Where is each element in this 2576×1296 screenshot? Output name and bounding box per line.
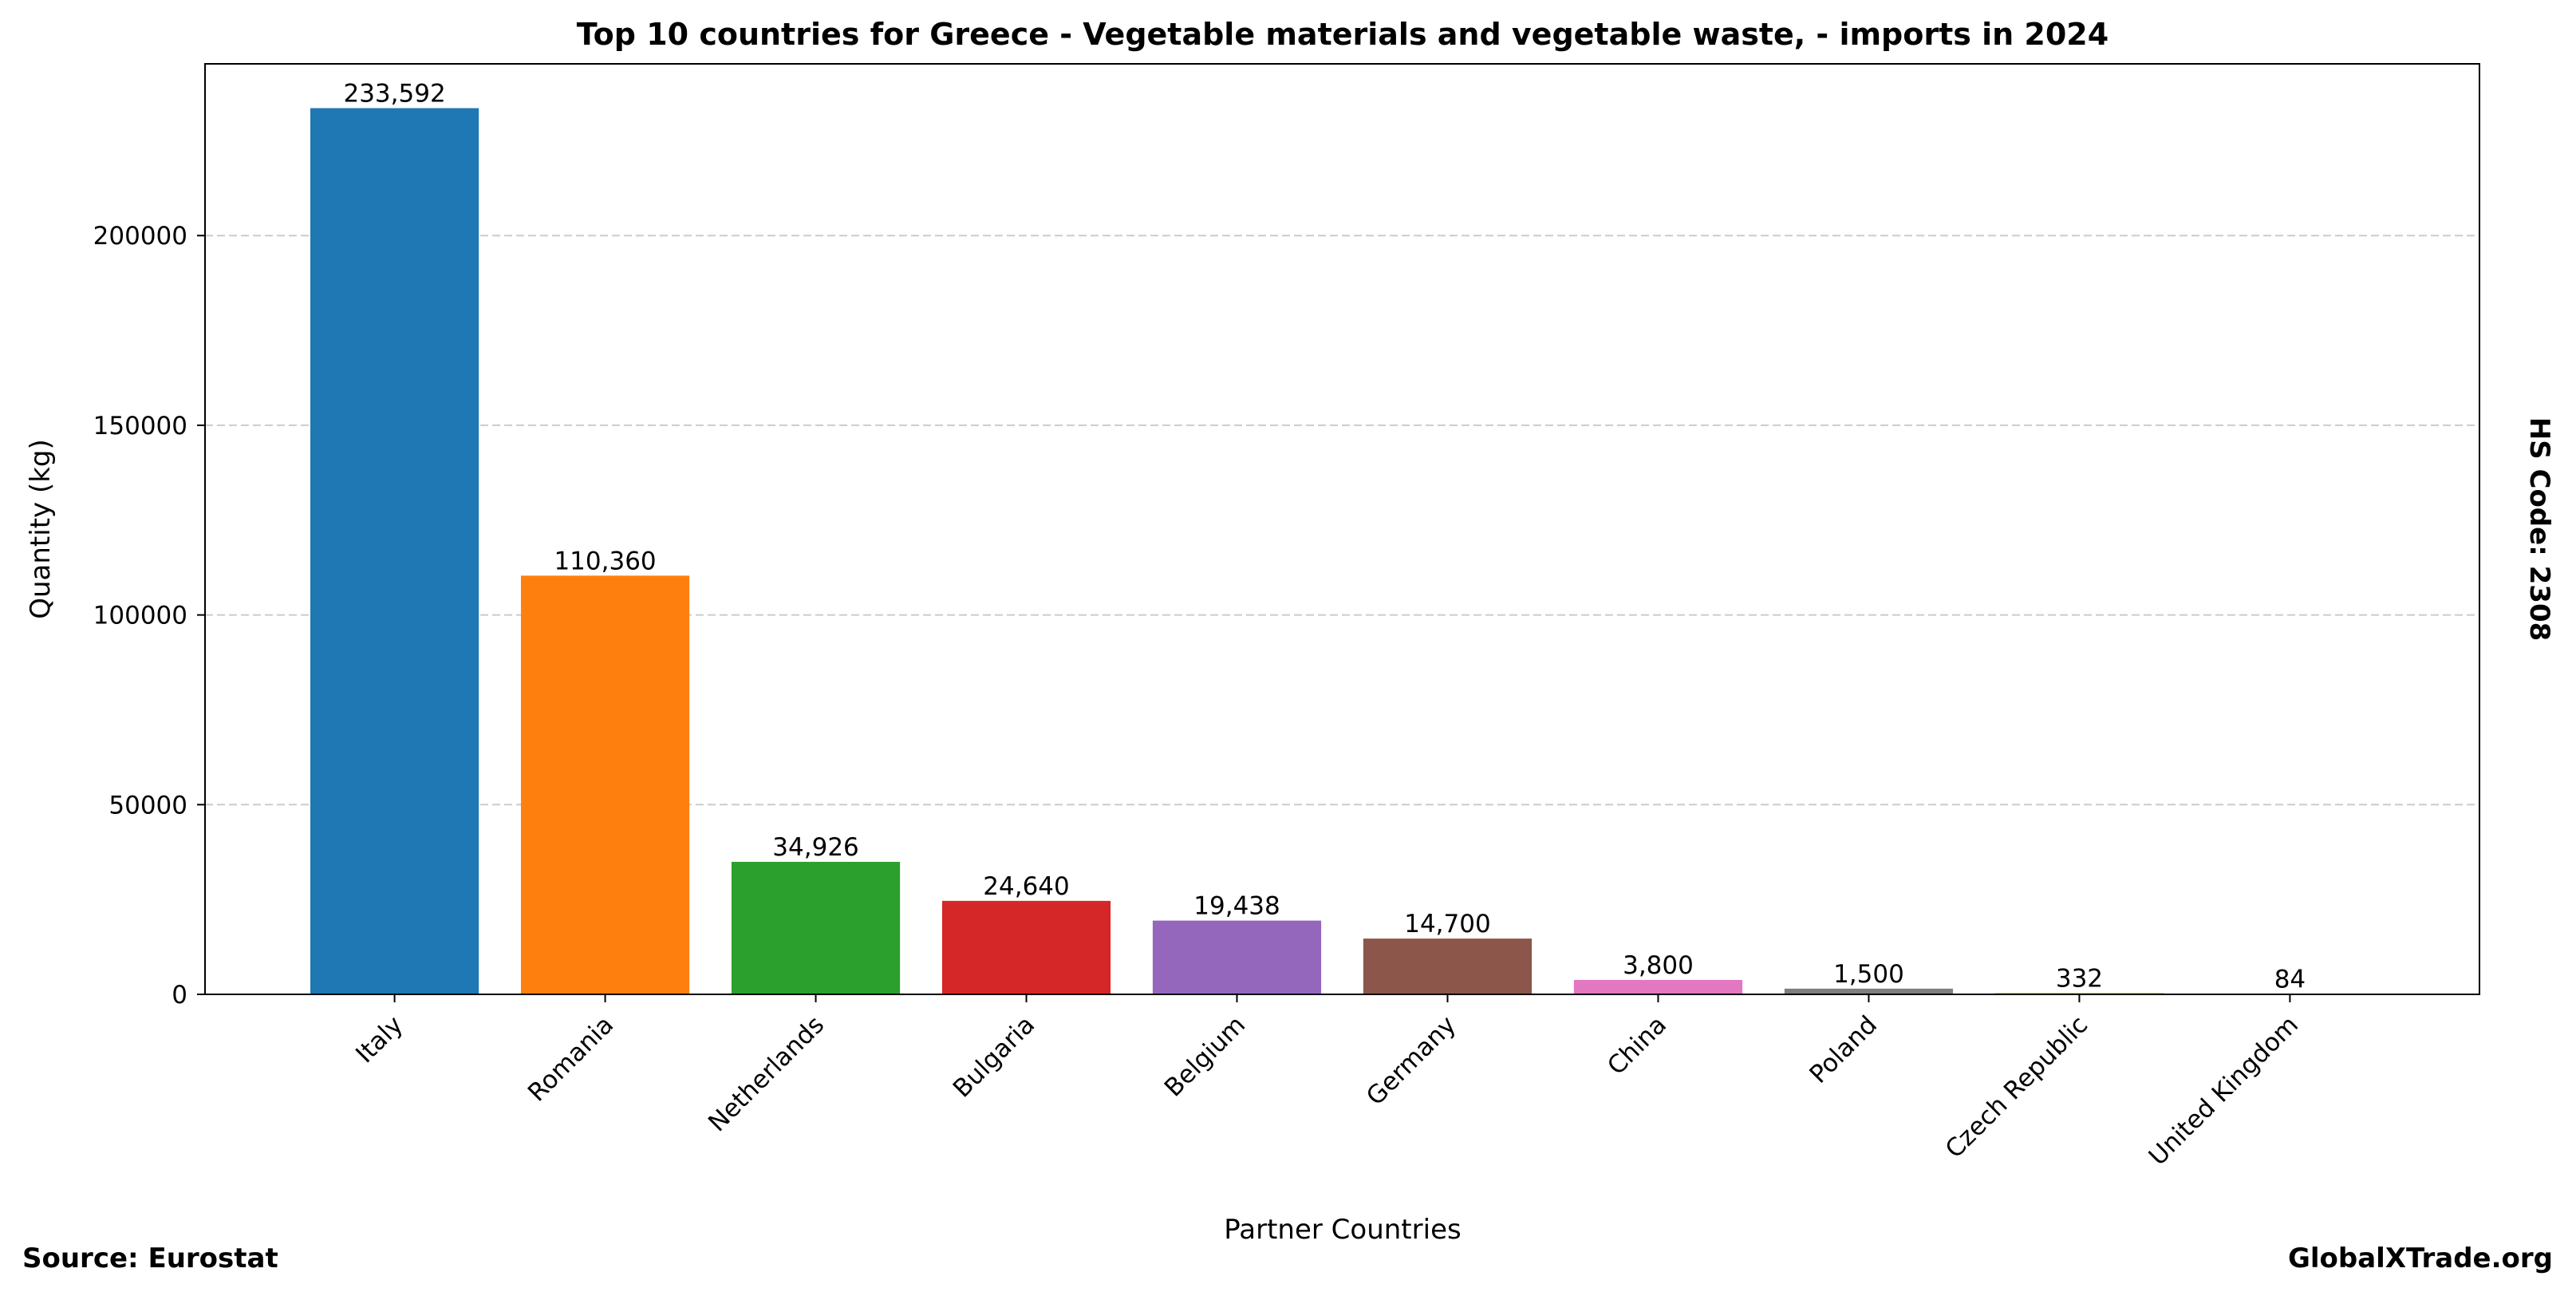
- bar: [1152, 920, 1322, 994]
- x-tick-label: United Kingdom: [2144, 1010, 2304, 1171]
- x-tick-label: Romania: [523, 1010, 619, 1107]
- bar: [310, 108, 479, 994]
- x-tick-label: Germany: [1361, 1010, 1462, 1111]
- plot-frame: [204, 63, 2480, 995]
- value-label: 233,592: [343, 80, 445, 109]
- value-label: 14,700: [1404, 910, 1490, 938]
- value-label: 84: [2274, 966, 2306, 994]
- value-label: 1,500: [1833, 960, 1904, 989]
- bar: [1573, 979, 1743, 994]
- x-tick-label: Italy: [350, 1010, 408, 1069]
- value-label: 24,640: [983, 872, 1069, 901]
- x-tick-label: Netherlands: [703, 1010, 830, 1137]
- value-label: 110,360: [554, 547, 656, 575]
- bar: [1363, 938, 1533, 994]
- x-tick-label: Czech Republic: [1940, 1010, 2093, 1164]
- value-label: 332: [2056, 964, 2103, 993]
- y-tick-label: 50000: [108, 791, 187, 820]
- x-axis-label: Partner Countries: [1224, 1214, 1461, 1246]
- brand-note: GlobalXTrade.org: [2288, 1243, 2553, 1274]
- bar: [941, 900, 1111, 994]
- bar: [1784, 988, 1954, 994]
- side-note: HS Code: 2308: [2523, 417, 2555, 642]
- y-axis-label: Quantity (kg): [25, 439, 57, 619]
- bar: [731, 861, 901, 994]
- bar: [520, 575, 690, 994]
- x-tick-label: China: [1602, 1010, 1672, 1081]
- x-tick-label: Poland: [1804, 1010, 1883, 1089]
- x-tick-label: Bulgaria: [948, 1010, 1040, 1103]
- value-label: 34,926: [772, 833, 858, 862]
- y-tick-label: 100000: [93, 602, 187, 630]
- y-tick-label: 0: [172, 981, 187, 1010]
- value-label: 19,438: [1193, 892, 1280, 921]
- y-tick-label: 150000: [93, 412, 187, 441]
- source-note: Source: Eurostat: [22, 1243, 278, 1274]
- value-label: 3,800: [1623, 951, 1694, 980]
- y-tick-label: 200000: [93, 222, 187, 251]
- x-tick-label: Belgium: [1159, 1010, 1251, 1102]
- chart-title: Top 10 countries for Greece - Vegetable …: [577, 17, 2109, 52]
